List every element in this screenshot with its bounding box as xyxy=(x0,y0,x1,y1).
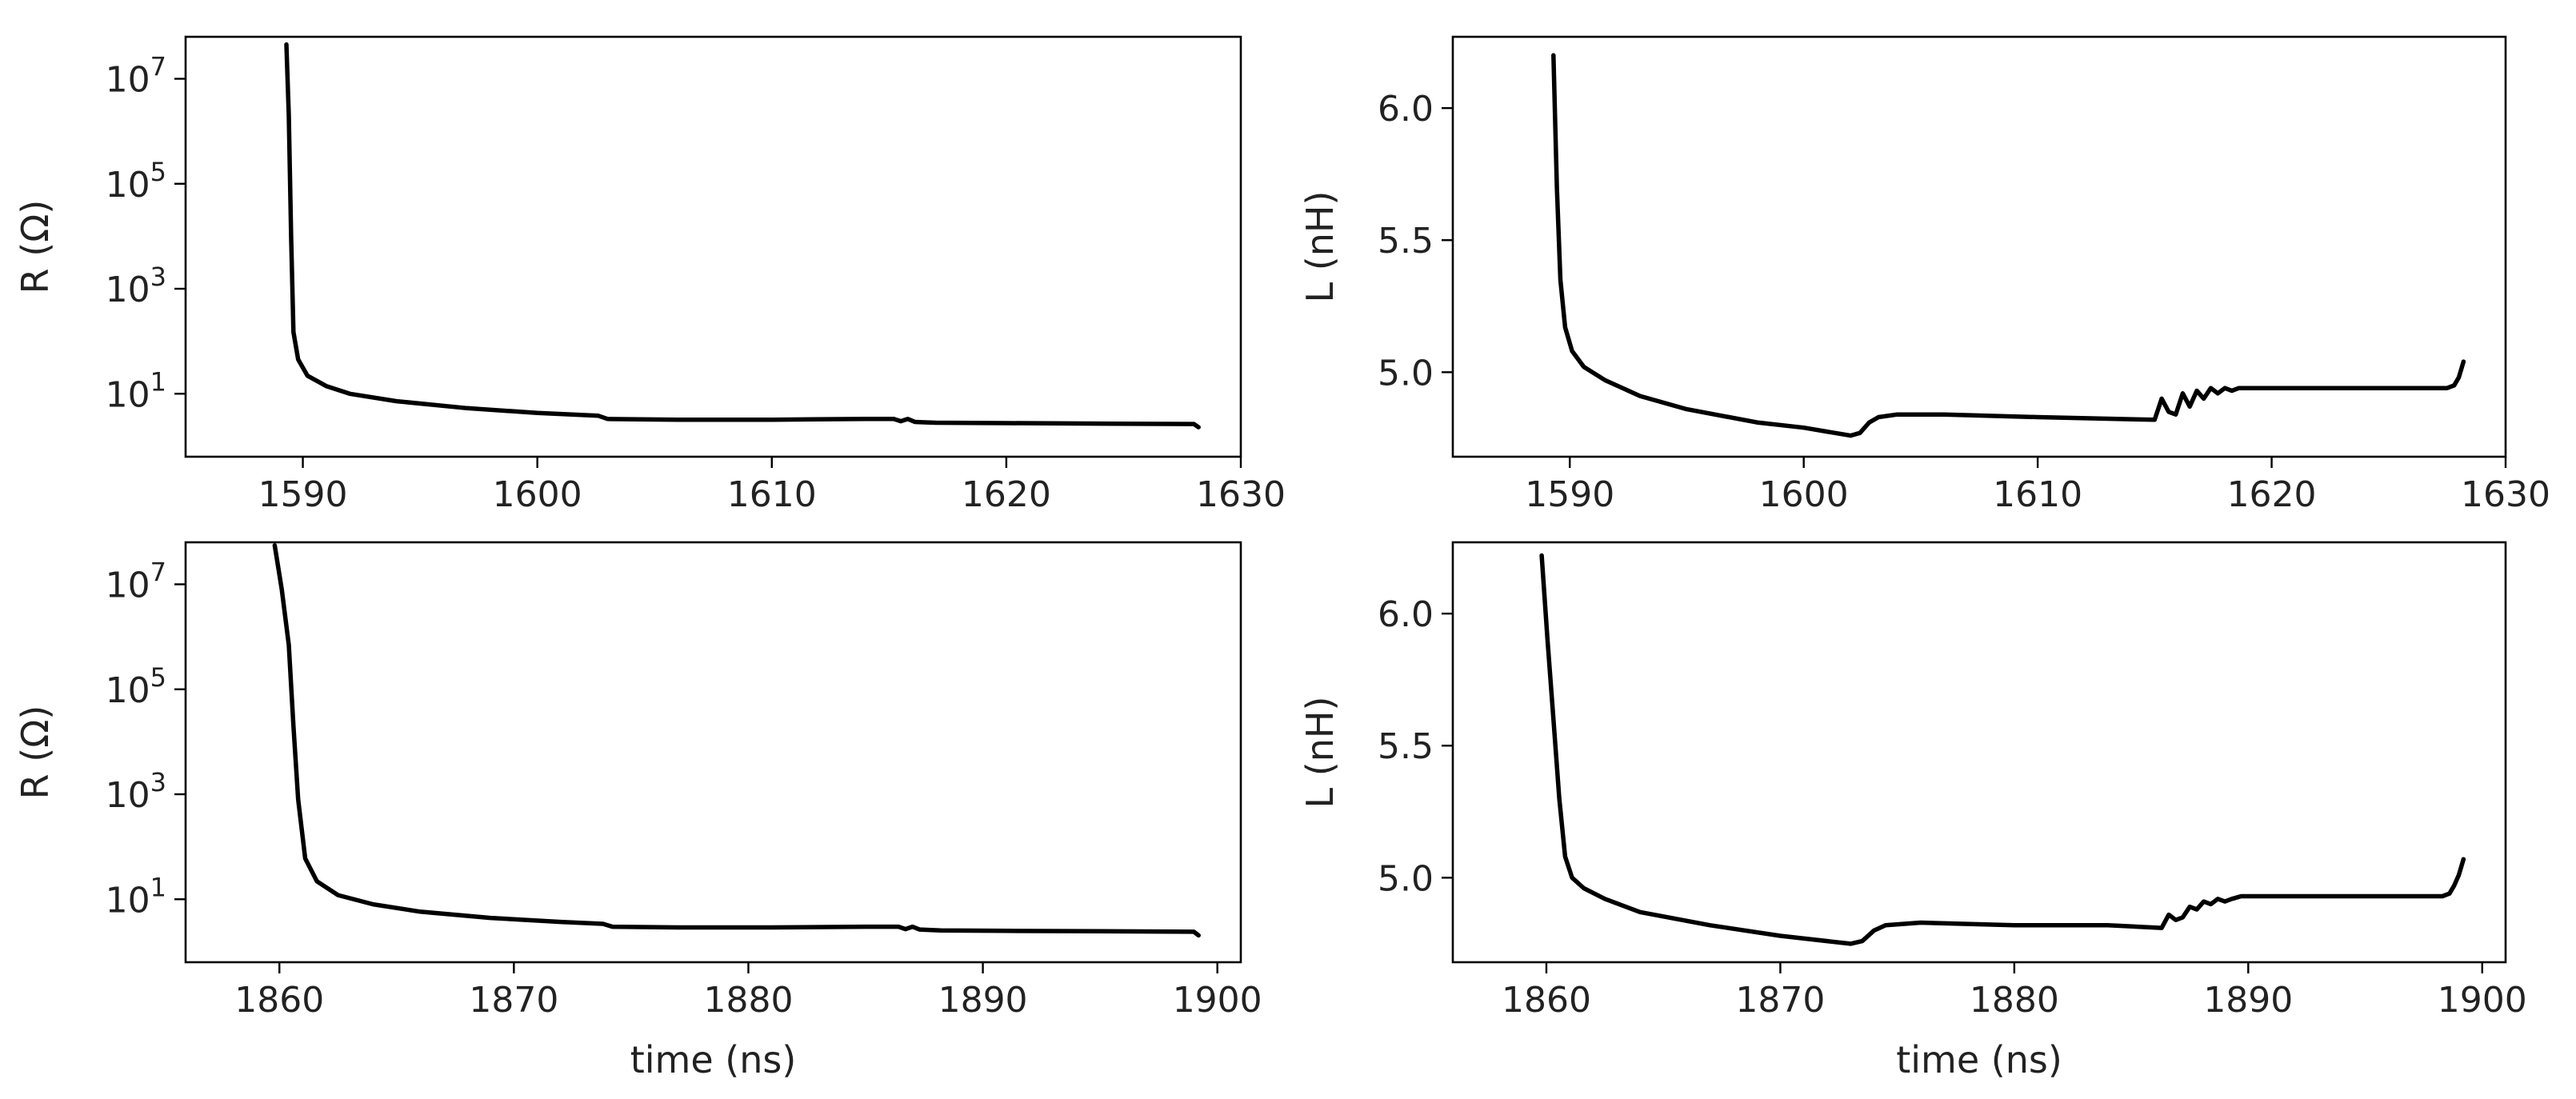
series-line xyxy=(1551,53,2466,438)
y-tick-base: 10 xyxy=(106,165,150,206)
y-tick-exponent: 5 xyxy=(150,157,166,187)
x-tick-label: 1870 xyxy=(1735,980,1825,1021)
y-tick-base: 10 xyxy=(106,565,150,606)
y-tick-exponent: 3 xyxy=(150,767,166,797)
x-tick-label: 1620 xyxy=(962,474,1051,515)
x-tick-label: 1880 xyxy=(1970,980,2059,1021)
panel-top-right: 1590 1600 1610 1620 1630 6.0 5.5 5.0 L (nH) xyxy=(1298,35,2550,515)
x-tick-label: 1890 xyxy=(2203,980,2293,1021)
y-tick-exponent: 3 xyxy=(150,262,166,292)
y-tick-base: 10 xyxy=(106,270,150,310)
x-tick-label: 1620 xyxy=(2227,474,2317,515)
y-tick-base: 10 xyxy=(106,60,150,101)
y-tick-label: 5.5 xyxy=(1378,221,1434,262)
y-tick-label: 6.0 xyxy=(1378,594,1434,635)
y-tick-label: 101 xyxy=(106,872,166,921)
x-tick-label: 1600 xyxy=(493,474,582,515)
series-line xyxy=(1539,553,2466,946)
y-tick-label: 5.5 xyxy=(1378,726,1434,767)
x-tick-label: 1900 xyxy=(2438,980,2527,1021)
y-tick-label: 103 xyxy=(106,262,166,310)
x-axis-label: time (ns) xyxy=(1896,1038,2062,1081)
y-tick-label: 107 xyxy=(106,52,166,101)
y-tick-label: 103 xyxy=(106,767,166,816)
x-tick-label: 1860 xyxy=(1502,980,1591,1021)
y-tick-label: 5.0 xyxy=(1378,858,1434,899)
y-tick-label: 107 xyxy=(106,557,166,606)
x-tick-label: 1590 xyxy=(1525,474,1614,515)
y-axis-label: L (nH) xyxy=(1298,697,1342,809)
series-line xyxy=(272,543,1201,938)
y-axis-label: R (Ω) xyxy=(14,705,57,800)
axes-frame xyxy=(1451,35,2507,458)
y-tick-label: 101 xyxy=(106,366,166,415)
x-tick-label: 1630 xyxy=(2461,474,2550,515)
y-tick-base: 10 xyxy=(106,670,150,711)
axes-frame xyxy=(184,541,1242,964)
x-tick-label: 1890 xyxy=(938,980,1028,1021)
y-tick-exponent: 7 xyxy=(150,557,166,588)
x-tick-label: 1610 xyxy=(727,474,817,515)
axes-frame xyxy=(1451,541,2507,964)
y-tick-label: 105 xyxy=(106,157,166,206)
y-tick-base: 10 xyxy=(106,374,150,415)
x-tick-label: 1630 xyxy=(1196,474,1286,515)
y-tick-label: 5.0 xyxy=(1378,353,1434,394)
y-tick-label: 6.0 xyxy=(1378,89,1434,130)
x-tick-label: 1610 xyxy=(1993,474,2082,515)
y-tick-base: 10 xyxy=(106,775,150,816)
y-axis-label: L (nH) xyxy=(1298,191,1342,303)
y-tick-exponent: 1 xyxy=(150,366,166,397)
y-axis-label: R (Ω) xyxy=(14,200,57,294)
x-tick-label: 1860 xyxy=(234,980,324,1021)
axes-frame xyxy=(184,35,1242,458)
x-axis-label: time (ns) xyxy=(630,1038,797,1081)
y-tick-label: 105 xyxy=(106,662,166,711)
panel-bottom-right: 1860 1870 1880 1890 1900 6.0 5.5 5.0 L (nH) time … xyxy=(1298,541,2527,1081)
x-tick-label: 1900 xyxy=(1173,980,1262,1021)
y-tick-base: 10 xyxy=(106,880,150,921)
x-tick-label: 1880 xyxy=(703,980,793,1021)
y-tick-exponent: 7 xyxy=(150,52,166,82)
x-tick-label: 1870 xyxy=(469,980,558,1021)
x-tick-label: 1590 xyxy=(258,474,348,515)
x-tick-label: 1600 xyxy=(1759,474,1849,515)
y-tick-exponent: 1 xyxy=(150,872,166,902)
series-line xyxy=(284,42,1201,430)
y-tick-exponent: 5 xyxy=(150,662,166,693)
